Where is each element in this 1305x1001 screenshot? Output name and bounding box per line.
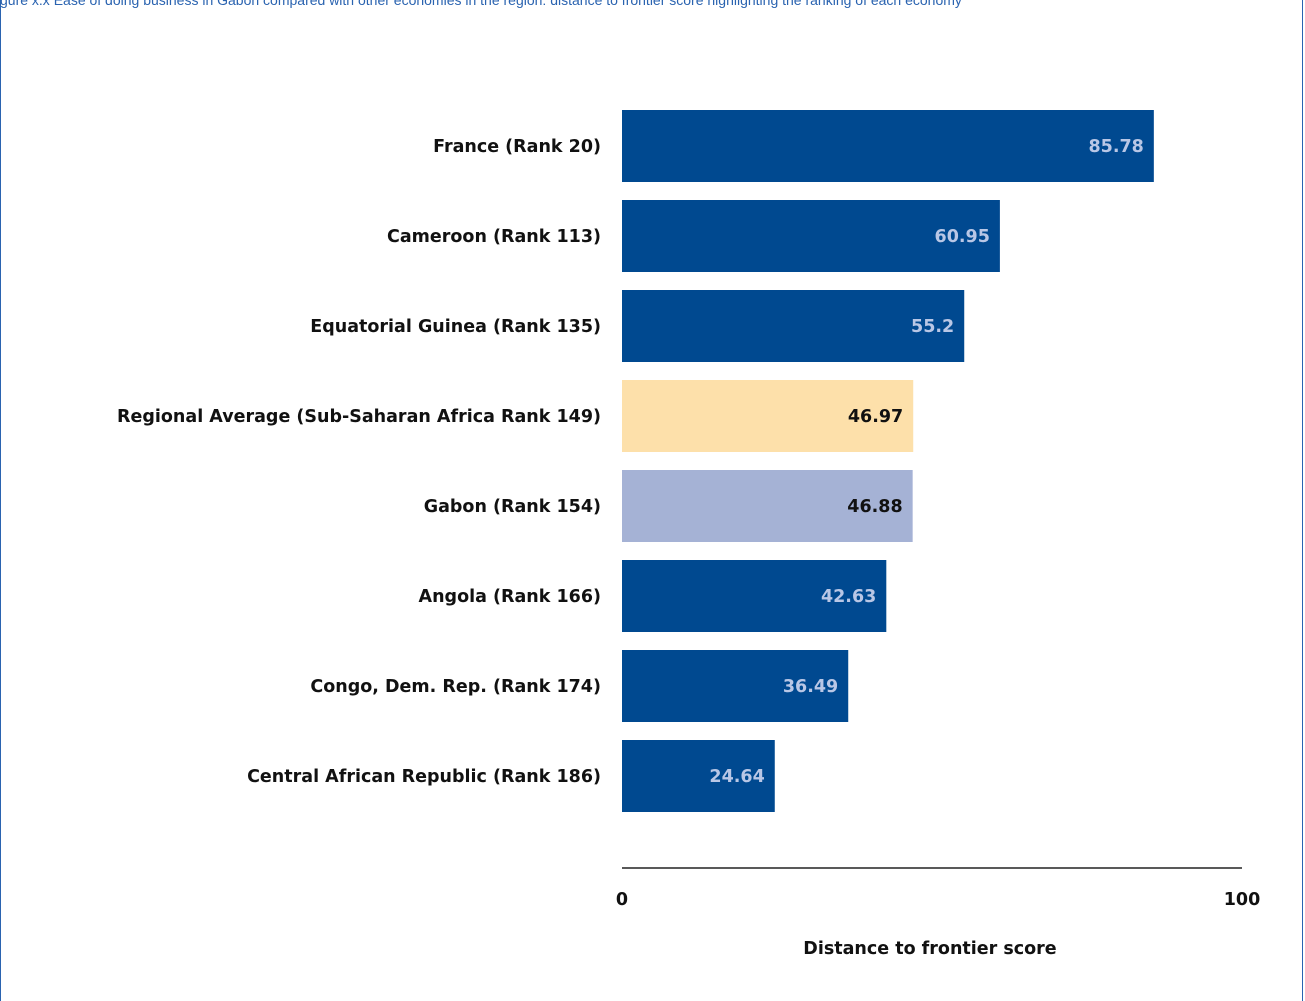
figure-caption: gure x.x Ease of doing business in Gabon… (0, 0, 962, 8)
bar (622, 110, 1154, 182)
x-axis-title: Distance to frontier score (803, 939, 1057, 959)
value-label: 24.64 (709, 767, 764, 787)
value-label: 42.63 (821, 587, 876, 607)
category-label: France (Rank 20) (433, 137, 601, 157)
value-label: 60.95 (935, 227, 990, 247)
value-labels-group: 85.78 60.95 55.2 46.97 46.88 42.63 36.49 24.64 (709, 137, 1143, 787)
bar (622, 470, 913, 542)
bar (622, 380, 914, 452)
value-label: 55.2 (911, 317, 954, 337)
bar (622, 650, 849, 722)
bar (622, 740, 775, 812)
x-tick-labels-group: 0 100 (616, 890, 1260, 910)
category-label: Congo, Dem. Rep. (Rank 174) (310, 677, 601, 697)
x-tick-label: 100 (1224, 890, 1261, 910)
value-label: 46.88 (847, 497, 902, 517)
value-label: 85.78 (1088, 137, 1143, 157)
category-label: Gabon (Rank 154) (424, 497, 601, 517)
category-label: Angola (Rank 166) (419, 587, 601, 607)
category-label: Cameroon (Rank 113) (387, 227, 601, 247)
bar (622, 290, 965, 362)
category-label: Central African Republic (Rank 186) (247, 767, 601, 787)
bars-group (622, 110, 1154, 812)
value-label: 46.97 (848, 407, 903, 427)
x-tick-label: 0 (616, 890, 628, 910)
bar (622, 560, 887, 632)
category-labels-group: France (Rank 20) Cameroon (Rank 113) Equat… (117, 137, 601, 787)
bar (622, 200, 1000, 272)
category-label: Equatorial Guinea (Rank 135) (310, 317, 601, 337)
category-label: Regional Average (Sub-Saharan Africa Ran… (117, 407, 601, 427)
value-label: 36.49 (783, 677, 838, 697)
